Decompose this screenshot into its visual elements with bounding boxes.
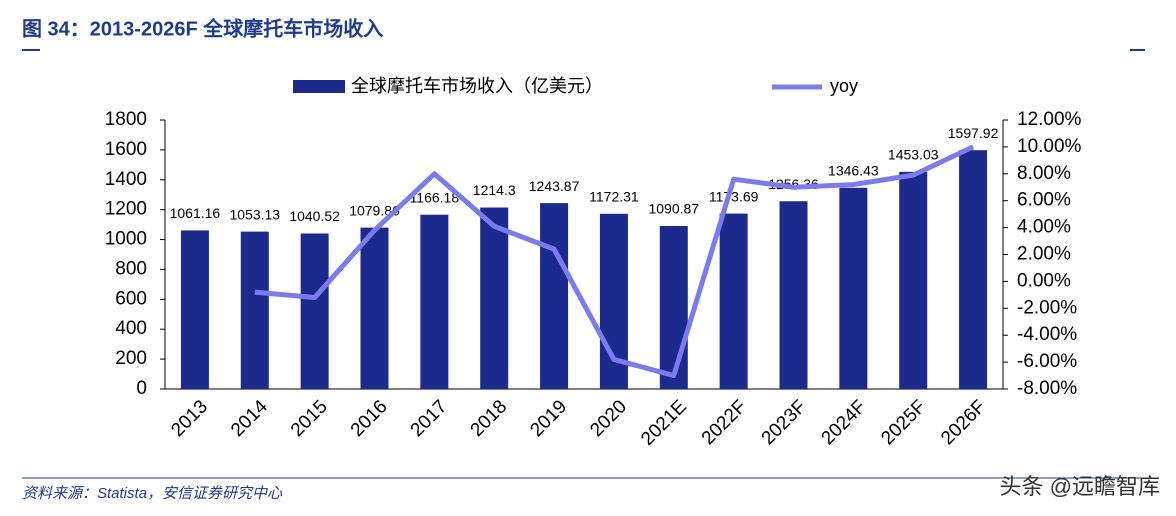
value-label: 1090.87: [648, 201, 699, 217]
x-tick-label: 2022F: [698, 396, 751, 449]
yoy-line: [254, 144, 975, 379]
value-label: 1172.31: [589, 189, 639, 205]
source: 资料来源：Statista，安信证券研究中心: [22, 485, 283, 502]
y2-tick-label: 2.00%: [1017, 244, 1071, 265]
watermark: 头条 @远瞻智库: [1000, 474, 1160, 499]
bar: [719, 213, 748, 389]
value-label: 1453.03: [888, 147, 939, 163]
x-tick-label: 2018: [467, 396, 512, 441]
chart-title: 图 34：2013-2026F 全球摩托车市场收入: [22, 16, 383, 40]
y-tick-label: 200: [115, 348, 147, 369]
x-tick-label: 2024F: [817, 396, 870, 449]
bar: [779, 201, 808, 389]
value-label: 1061.16: [170, 205, 221, 221]
y2-tick-label: 8.00%: [1017, 163, 1071, 184]
y2-tick-label: 10.00%: [1017, 136, 1082, 157]
value-label: 1346.43: [828, 162, 879, 178]
y-tick-label: 1600: [105, 139, 147, 160]
bar: [300, 233, 329, 389]
legend-label: yoy: [830, 76, 858, 96]
value-label: 1166.18: [410, 189, 460, 205]
y-tick-label: 400: [115, 318, 147, 339]
bar: [659, 225, 688, 389]
y2-tick-label: -8.00%: [1017, 378, 1077, 399]
legend-label: 全球摩托车市场收入（亿美元）: [351, 76, 603, 96]
x-tick-label: 2017: [407, 396, 452, 441]
y-tick-label: 800: [115, 258, 147, 279]
x-tick-label: 2020: [586, 396, 631, 441]
bar: [180, 230, 209, 389]
y2-tick-label: 4.00%: [1017, 217, 1071, 238]
bar: [480, 207, 509, 389]
x-tick-label: 2016: [347, 396, 392, 441]
x-tick-label: 2014: [227, 396, 272, 441]
y-tick-label: 1400: [105, 169, 147, 190]
bar: [420, 214, 449, 389]
value-label: 1079.86: [349, 202, 400, 218]
value-label: 1243.87: [529, 178, 580, 194]
bar: [899, 171, 928, 389]
x-tick-label: 2021E: [637, 396, 691, 450]
bar: [240, 231, 269, 389]
x-tick-label: 2026F: [937, 396, 990, 449]
legend-swatch: [293, 80, 345, 93]
y-tick-label: 600: [115, 288, 147, 309]
bar: [839, 187, 868, 389]
value-label: 1597.92: [948, 125, 999, 141]
y2-tick-label: 0.00%: [1017, 270, 1071, 291]
bar: [959, 150, 988, 389]
y2-tick-label: -6.00%: [1017, 351, 1077, 372]
x-tick-label: 2013: [167, 396, 212, 441]
y2-tick-label: 12.00%: [1017, 109, 1082, 130]
x-tick-label: 2015: [287, 396, 332, 441]
value-label: 1214.3: [473, 182, 516, 198]
bar: [540, 203, 569, 389]
y2-tick-label: 6.00%: [1017, 190, 1071, 211]
x-tick-label: 2025F: [877, 396, 930, 449]
y2-tick-label: -4.00%: [1017, 324, 1077, 345]
bar: [360, 227, 389, 389]
y-tick-label: 1200: [105, 199, 147, 220]
y-tick-label: 1000: [105, 229, 147, 250]
x-tick-label: 2019: [526, 396, 571, 441]
y-tick-label: 1800: [105, 109, 147, 130]
value-label: 1173.69: [709, 188, 759, 204]
y-tick-label: 0: [136, 378, 147, 399]
x-tick-label: 2023F: [758, 396, 811, 449]
value-label: 1053.13: [229, 206, 280, 222]
y2-tick-label: -2.00%: [1017, 297, 1077, 318]
value-label: 1040.52: [289, 208, 340, 224]
